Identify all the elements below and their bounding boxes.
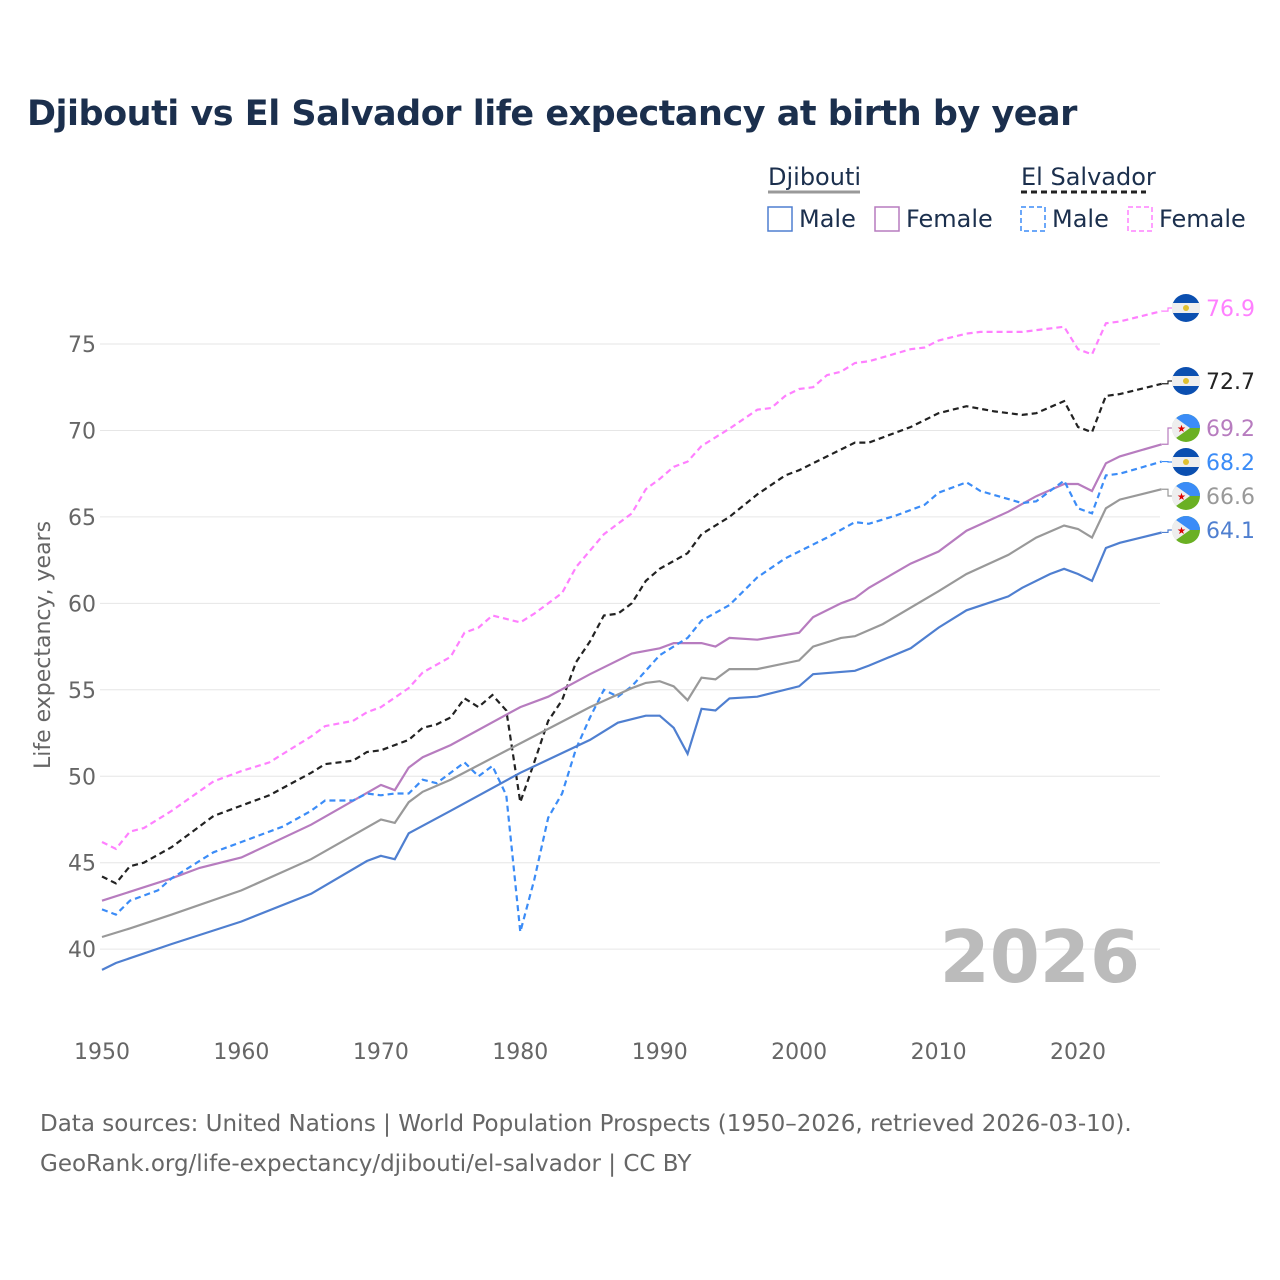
y-tick-label: 50 bbox=[68, 765, 96, 790]
source-link[interactable]: GeoRank.org/life-expectancy/djibouti/el-… bbox=[40, 1151, 692, 1177]
footer: Data sources: United Nations | World Pop… bbox=[40, 1104, 1132, 1184]
label-connector bbox=[1162, 529, 1172, 534]
end-value-label: 68.2 bbox=[1206, 451, 1255, 476]
series-line-djibouti bbox=[101, 488, 1162, 939]
legend-swatch bbox=[1020, 206, 1046, 232]
flag-part bbox=[1183, 378, 1189, 384]
end-value-label: 76.9 bbox=[1206, 297, 1255, 322]
label-connector bbox=[1162, 307, 1172, 312]
legend-item-label: Male bbox=[1052, 205, 1109, 233]
label-connector bbox=[1162, 380, 1172, 385]
y-tick-label: 45 bbox=[68, 852, 96, 877]
legend-group-title: El Salvador bbox=[1021, 163, 1156, 191]
x-tick-label: 1970 bbox=[353, 1040, 409, 1065]
end-value-label: 69.2 bbox=[1206, 417, 1255, 442]
label-connector bbox=[1162, 427, 1172, 445]
series-line-djibouti-female bbox=[101, 443, 1163, 902]
x-tick-label: 1960 bbox=[213, 1040, 269, 1065]
djibouti-flag-icon: ★ bbox=[1171, 482, 1200, 510]
djibouti-flag-icon: ★ bbox=[1171, 516, 1200, 544]
el-salvador-flag-icon bbox=[1172, 367, 1200, 395]
y-tick-label: 60 bbox=[68, 592, 96, 617]
legend-item-label: Female bbox=[1159, 205, 1246, 233]
star-icon: ★ bbox=[1177, 424, 1186, 435]
y-tick-label: 65 bbox=[68, 506, 96, 531]
data-source-text: Data sources: United Nations | World Pop… bbox=[40, 1111, 1132, 1137]
djibouti-flag-icon: ★ bbox=[1171, 414, 1200, 442]
y-tick-label: 75 bbox=[68, 333, 96, 358]
legend-swatch bbox=[767, 206, 793, 232]
y-tick-label: 55 bbox=[68, 679, 96, 704]
label-connector bbox=[1162, 488, 1172, 497]
flag-part bbox=[1183, 459, 1189, 465]
legend-swatch bbox=[1127, 206, 1153, 232]
series-line-el-salvador-male bbox=[101, 460, 1163, 933]
current-year-label: 2026 bbox=[940, 915, 1140, 999]
legend-swatch bbox=[874, 206, 900, 232]
y-tick-label: 70 bbox=[68, 419, 96, 444]
x-tick-label: 2010 bbox=[911, 1040, 967, 1065]
flag-part bbox=[1171, 520, 1190, 540]
y-axis-label: Life expectancy, years bbox=[31, 521, 56, 769]
x-tick-label: 1980 bbox=[492, 1040, 548, 1065]
x-tick-label: 2000 bbox=[771, 1040, 827, 1065]
star-icon: ★ bbox=[1177, 492, 1186, 503]
end-value-label: 66.6 bbox=[1206, 485, 1255, 510]
end-value-label: 72.7 bbox=[1206, 370, 1255, 395]
flag-part bbox=[1183, 305, 1189, 311]
chart-title: Djibouti vs El Salvador life expectancy … bbox=[27, 94, 1077, 134]
series-line-djibouti-male bbox=[101, 531, 1162, 971]
legend-item-label: Male bbox=[799, 205, 856, 233]
x-tick-label: 1990 bbox=[632, 1040, 688, 1065]
y-tick-label: 40 bbox=[68, 938, 96, 963]
el-salvador-flag-icon bbox=[1172, 448, 1200, 476]
flag-part bbox=[1171, 486, 1190, 506]
star-icon: ★ bbox=[1177, 526, 1186, 537]
legend-item-label: Female bbox=[906, 205, 993, 233]
series-line-el-salvador bbox=[101, 382, 1162, 885]
flag-part bbox=[1171, 418, 1190, 438]
x-tick-label: 1950 bbox=[74, 1040, 130, 1065]
legend-group-title: Djibouti bbox=[768, 163, 861, 191]
end-value-label: 64.1 bbox=[1206, 519, 1255, 544]
x-tick-label: 2020 bbox=[1050, 1040, 1106, 1065]
series-line-el-salvador-female bbox=[101, 310, 1162, 851]
el-salvador-flag-icon bbox=[1172, 294, 1200, 322]
